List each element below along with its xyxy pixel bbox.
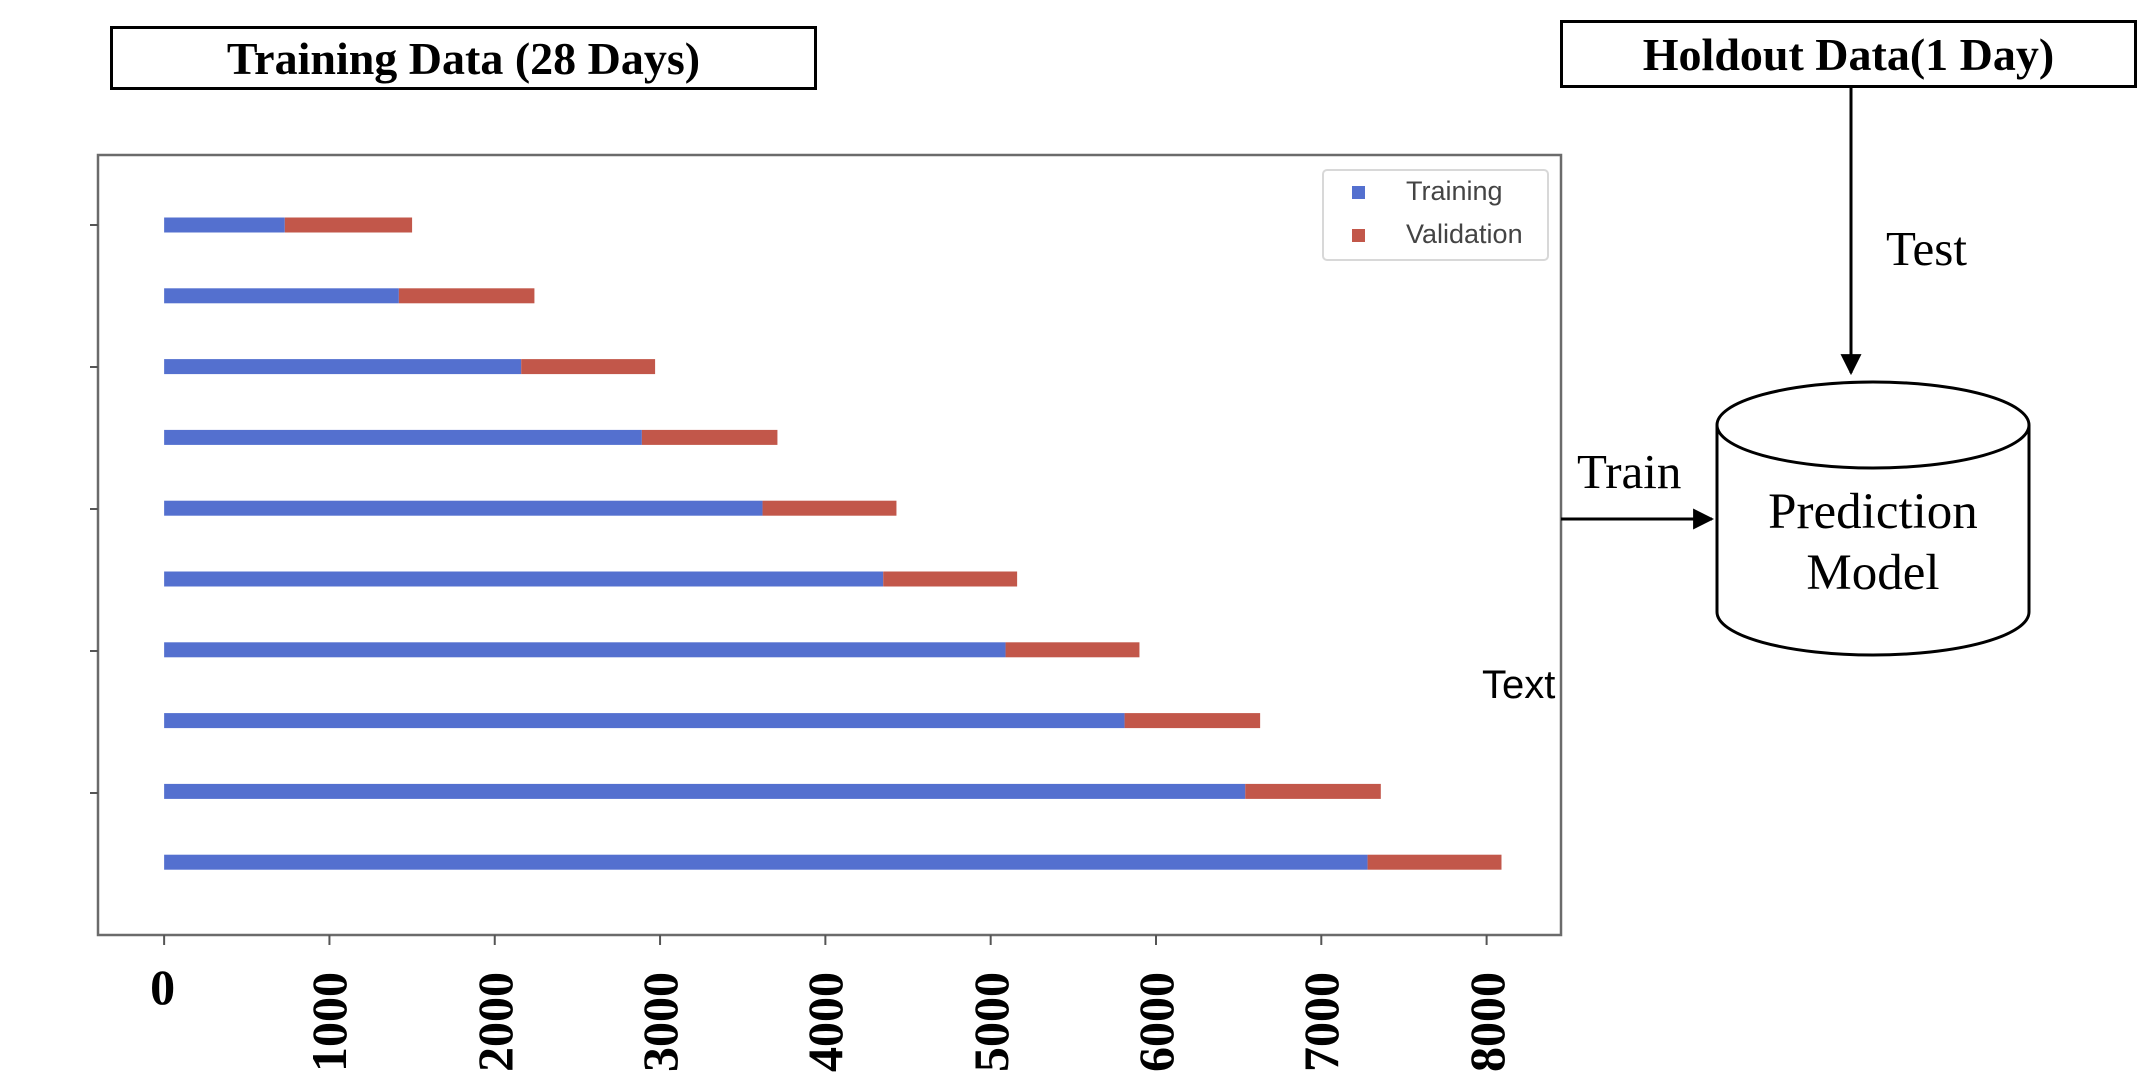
- bar-validation-split-6: [883, 571, 1018, 587]
- bar-training-split-5: [164, 500, 763, 516]
- x-tick-label-1000: 1000: [301, 972, 358, 1072]
- chart-frame: [96, 153, 1563, 937]
- y-axis-ticks: [90, 224, 98, 794]
- bar-training-split-8: [164, 713, 1125, 729]
- x-tick-label-6000: 6000: [1127, 972, 1184, 1072]
- bar-training-split-7: [164, 642, 1006, 658]
- bar-training-split-1: [164, 217, 285, 233]
- bar-validation-split-4: [641, 429, 778, 445]
- x-tick-label-3000: 3000: [632, 972, 689, 1072]
- placeholder-text: Text: [1482, 663, 1556, 707]
- bar-training-split-9: [164, 783, 1246, 799]
- bar-validation-split-10: [1367, 854, 1502, 870]
- legend-label-training: Training: [1406, 176, 1503, 206]
- bar-training-split-4: [164, 429, 642, 445]
- x-tick-label-7000: 7000: [1293, 972, 1350, 1072]
- holdout-data-label: Holdout Data(1 Day): [1642, 28, 2055, 80]
- train-label: Train: [1577, 444, 1682, 499]
- bar-validation-split-7: [1005, 642, 1140, 658]
- bar-validation-split-2: [398, 288, 535, 304]
- chart-legend: Training Validation: [1322, 169, 1549, 261]
- x-tick-label-0: 0: [150, 959, 176, 1015]
- prediction-model-cylinder: [1715, 380, 2031, 657]
- bar-validation-split-9: [1245, 783, 1381, 799]
- bar-validation-split-5: [762, 500, 897, 516]
- x-tick-label-4000: 4000: [797, 972, 854, 1072]
- legend-swatch-training: [1352, 186, 1365, 199]
- model-label-line2: Model: [1806, 545, 1940, 601]
- training-data-label: Training Data (28 Days): [226, 32, 701, 84]
- x-tick-label-8000: 8000: [1458, 972, 1515, 1072]
- bar-validation-split-8: [1124, 713, 1261, 729]
- bar-training-split-6: [164, 571, 884, 587]
- legend-frame: [1322, 169, 1549, 261]
- bar-training-split-2: [164, 288, 399, 304]
- bar-validation-split-1: [284, 217, 413, 233]
- bar-training-split-3: [164, 359, 522, 375]
- x-axis-ticks: [163, 935, 1488, 945]
- legend-swatch-validation: [1352, 229, 1365, 242]
- bar-training-split-10: [164, 854, 1368, 870]
- holdout-data-label-box: Holdout Data(1 Day): [1560, 20, 2137, 88]
- bar-validation-split-3: [521, 359, 656, 375]
- legend-label-validation: Validation: [1406, 219, 1523, 249]
- model-label-line1: Prediction: [1768, 484, 1978, 540]
- x-tick-label-5000: 5000: [962, 972, 1019, 1072]
- x-tick-label-2000: 2000: [466, 972, 523, 1072]
- training-data-label-box: Training Data (28 Days): [110, 26, 817, 90]
- bars-group: [164, 217, 1502, 870]
- test-label: Test: [1886, 221, 1967, 276]
